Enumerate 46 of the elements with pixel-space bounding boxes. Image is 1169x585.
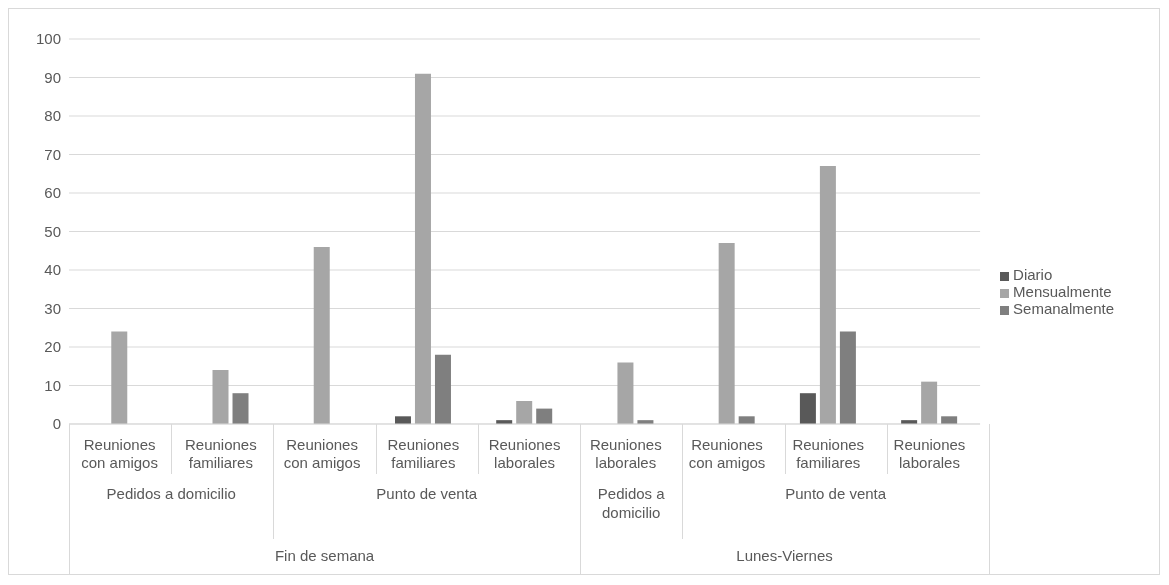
bar	[839, 331, 856, 424]
bar	[941, 416, 958, 424]
bar	[516, 400, 533, 424]
bar	[434, 354, 451, 424]
y-tick-label: 60	[44, 184, 61, 202]
x-tick-label: Reuniones laborales	[893, 436, 966, 471]
text: Pedidos a domicilio	[596, 484, 666, 522]
x-tick-label: Reuniones familiares	[792, 436, 865, 471]
bar	[738, 416, 755, 424]
bar	[232, 393, 249, 424]
x-tick-label: Reuniones con amigos	[688, 436, 766, 471]
y-tick-label: 80	[44, 107, 61, 125]
x-tick-label: Reuniones con amigos	[81, 436, 158, 471]
y-tick-label: 30	[44, 299, 61, 317]
bar	[111, 331, 128, 424]
bar	[799, 393, 816, 424]
legend-label: Mensualmente	[1013, 283, 1112, 300]
x-tick-label: Reuniones laborales	[589, 436, 662, 471]
bar	[617, 362, 634, 424]
bar	[536, 408, 553, 424]
y-tick-label: 40	[44, 261, 61, 279]
y-tick-label: 10	[44, 376, 61, 394]
y-tick-label: 70	[44, 145, 61, 163]
bar	[921, 381, 938, 424]
y-tick-label: 20	[44, 338, 61, 356]
text: Lunes-Viernes	[735, 546, 834, 565]
bar	[414, 73, 431, 424]
bar	[313, 246, 330, 424]
y-tick-label: 50	[44, 222, 61, 240]
bar	[718, 243, 735, 424]
bar	[212, 370, 229, 424]
y-tick-label: 100	[35, 30, 61, 48]
x-tick-label: Reuniones laborales	[488, 436, 561, 471]
text: Pedidos a domicilio	[105, 484, 237, 503]
y-tick-label: 0	[52, 415, 61, 433]
text: Punto de venta	[784, 484, 888, 503]
y-tick-label: 90	[44, 68, 61, 86]
x-tick-label: Reuniones familiares	[387, 436, 460, 471]
text: Fin de semana	[273, 546, 376, 565]
legend-label: Semanalmente	[1013, 300, 1114, 317]
text: Punto de venta	[375, 484, 479, 503]
bar	[394, 416, 411, 424]
x-tick-label: Reuniones familiares	[184, 436, 257, 471]
x-tick-label: Reuniones con amigos	[283, 436, 361, 471]
bar	[819, 166, 836, 424]
legend-label: Diario	[1013, 266, 1053, 283]
